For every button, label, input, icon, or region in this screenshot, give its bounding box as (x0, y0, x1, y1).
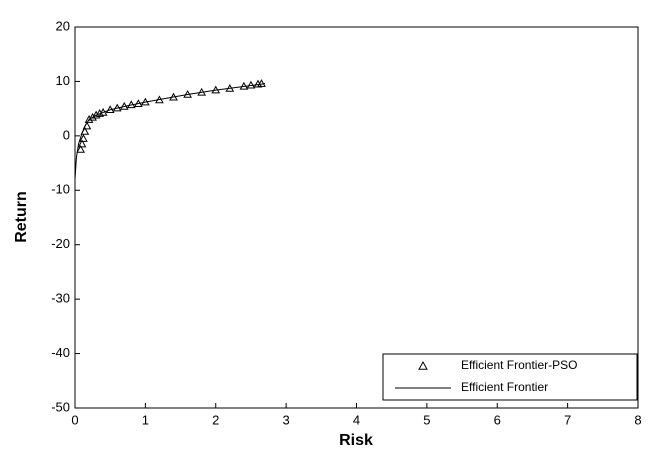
legend-marker (418, 360, 428, 370)
y-tick-label: -40 (51, 345, 70, 360)
legend-label: Efficient Frontier (461, 380, 548, 394)
x-axis-label: Risk (339, 432, 373, 449)
plot-frame (74, 26, 639, 409)
legend-label: Efficient Frontier-PSO (461, 358, 577, 372)
marker (76, 144, 85, 153)
y-tick-label: -20 (51, 236, 70, 251)
line (74, 83, 266, 180)
x-tick-label: 0 (71, 412, 78, 427)
marker (84, 114, 94, 123)
x-tick-label: 2 (212, 412, 219, 427)
x-tick-label: 3 (283, 412, 290, 427)
y-tick-label: 0 (63, 127, 70, 142)
marker (77, 139, 87, 148)
legend-box (382, 353, 638, 401)
y-tick-label: -50 (51, 399, 70, 414)
y-tick-label: 10 (56, 73, 70, 88)
y-axis-label: Return (13, 191, 30, 243)
x-tick-label: 5 (423, 412, 430, 427)
x-tick-label: 8 (634, 412, 641, 427)
y-tick-label: 20 (56, 18, 70, 33)
y-tick-label: -10 (51, 182, 70, 197)
y-tick-label: -30 (51, 291, 70, 306)
x-tick-label: 4 (353, 412, 360, 427)
marker (88, 112, 97, 121)
marker (79, 134, 88, 142)
x-tick-label: 7 (564, 412, 571, 427)
x-tick-label: 6 (494, 412, 501, 427)
marker (257, 79, 266, 87)
x-tick-label: 1 (142, 412, 149, 427)
